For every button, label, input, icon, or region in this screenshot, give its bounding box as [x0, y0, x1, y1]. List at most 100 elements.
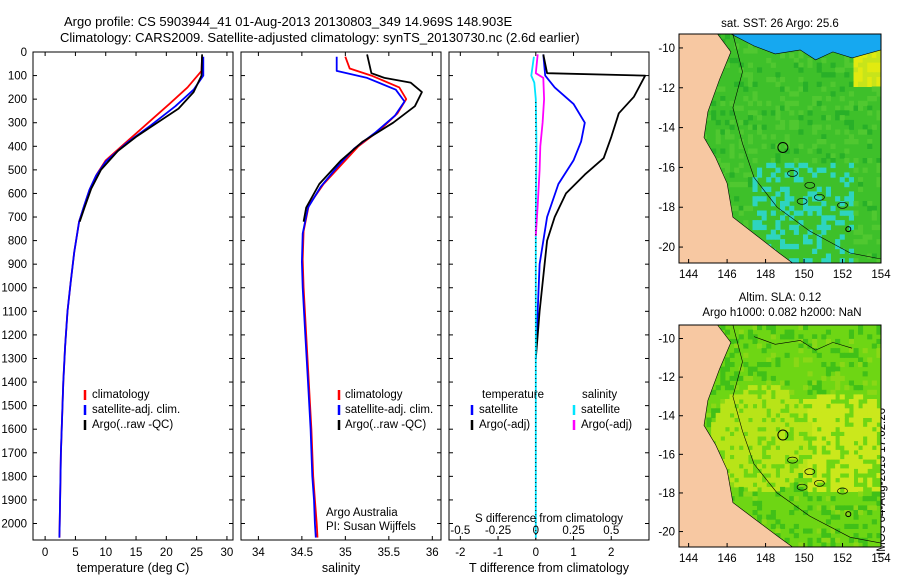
- sst-map-cell: [793, 57, 799, 64]
- sla-map-cell: [853, 352, 859, 358]
- sla-map-cell: [871, 408, 877, 414]
- sla-map-cell: [825, 394, 831, 400]
- sst-map-cell: [816, 196, 822, 202]
- sla-map-cell: [839, 459, 845, 465]
- sst-map-cell: [715, 119, 721, 126]
- sst-map-cell: [784, 172, 790, 178]
- sst-map-cell: [844, 57, 850, 64]
- sla-map-cell: [812, 422, 818, 428]
- sst-map-reef-outline: [787, 170, 798, 177]
- sst-map-cell: [876, 86, 882, 92]
- sla-map-cell: [803, 422, 809, 428]
- sla-map-cell: [816, 399, 822, 405]
- sla-map-cell: [848, 459, 854, 465]
- sla-map-cell: [734, 343, 740, 349]
- sla-map-cell: [715, 426, 721, 432]
- sla-map-cell: [793, 436, 799, 442]
- sst-map-cell: [757, 224, 763, 231]
- sst-map-cell: [867, 96, 873, 102]
- sst-map-cell: [729, 153, 735, 159]
- sla-map-cell: [715, 436, 721, 442]
- sla-map-cell: [743, 422, 749, 428]
- sla-map-cell: [789, 528, 795, 534]
- sst-map-cell: [803, 81, 809, 87]
- sla-map-cell: [803, 510, 809, 516]
- sla-map-cell: [858, 426, 864, 432]
- sst-map-cell: [862, 62, 868, 68]
- sla-map-cell: [729, 394, 735, 400]
- sla-map-cell: [821, 533, 827, 539]
- sst-map-cell: [780, 215, 786, 221]
- sla-map-cell: [876, 459, 882, 465]
- sla-map-cell: [743, 477, 749, 483]
- sla-map-cell: [743, 362, 749, 368]
- sst-map-cell: [830, 81, 836, 87]
- sla-map-cell: [720, 408, 726, 414]
- sla-map-reef-outline: [837, 487, 848, 495]
- sst-map-xtick-label: 152: [833, 269, 852, 281]
- sla-map-cell: [798, 412, 804, 418]
- sla-map-cell: [784, 463, 790, 469]
- sla-map-cell: [761, 348, 767, 354]
- sla-map-cell: [853, 542, 859, 548]
- sla-map-cell: [775, 408, 781, 414]
- sla-map-cell: [766, 389, 772, 395]
- sla-map-cell: [867, 403, 873, 409]
- sla-map-cell: [812, 385, 818, 391]
- sst-map-cell: [830, 72, 836, 78]
- sla-map-cell: [858, 468, 864, 474]
- salinity-profile-frame: [240, 51, 442, 541]
- sla-map-cell: [757, 449, 763, 455]
- sla-map-cell: [876, 426, 882, 432]
- sst-map-cell: [720, 110, 726, 116]
- sla-map-cell: [747, 366, 753, 372]
- diff-x2tick-label: 0.25: [562, 525, 584, 537]
- sla-map-cell: [844, 445, 850, 451]
- sst-map-cell: [816, 205, 822, 212]
- temperature-profile-ytick-label: 1500: [1, 401, 27, 413]
- sst-map-cell: [821, 258, 827, 264]
- sst-map-cell: [738, 119, 744, 126]
- sla-map-cell: [803, 357, 809, 363]
- sla-map-cell: [803, 459, 809, 465]
- sst-map-cell: [821, 229, 827, 235]
- sst-map-cell: [734, 43, 740, 49]
- sla-map-cell: [821, 537, 827, 543]
- sla-map-cell: [839, 482, 845, 488]
- sla-map-cell: [775, 519, 781, 525]
- temperature-profile-ytick-label: 2000: [1, 518, 27, 530]
- sla-map-cell: [780, 412, 786, 418]
- sla-map-cell: [858, 431, 864, 437]
- sst-map-cell: [867, 53, 873, 59]
- sla-map-cell: [766, 477, 772, 483]
- sla-map-cell: [816, 417, 822, 423]
- sla-map-cell: [812, 431, 818, 437]
- sst-map-cell: [867, 67, 873, 73]
- sst-map-cell: [793, 224, 799, 231]
- sst-map-cell: [724, 129, 730, 135]
- sst-map-cell: [780, 119, 786, 126]
- sla-map-cell: [858, 463, 864, 469]
- sla-map-cell: [711, 426, 717, 432]
- sla-map-cell: [734, 394, 740, 400]
- sst-map-cell: [775, 234, 781, 240]
- sla-map-cell: [807, 422, 813, 428]
- sst-map-cell: [747, 139, 753, 145]
- sla-map-cell: [807, 505, 813, 511]
- sst-map-cell: [734, 167, 740, 173]
- sst-map-cell: [803, 86, 809, 92]
- sst-map-cell: [816, 96, 822, 102]
- sla-map-cell: [793, 496, 799, 502]
- sla-map-cell: [798, 334, 804, 340]
- sst-map-cell: [871, 215, 877, 221]
- sla-map-cell: [738, 334, 744, 340]
- sla-map-cell: [816, 403, 822, 409]
- sst-map-cell: [747, 148, 753, 154]
- sst-map-cell: [867, 105, 873, 111]
- sal-legend-entry: satellite-adj. clim.: [345, 404, 433, 416]
- sla-map-cell: [757, 408, 763, 414]
- sla-map-cell: [812, 426, 818, 432]
- sla-map-cell: [853, 417, 859, 423]
- sla-map-cell: [784, 394, 790, 400]
- sst-map-cell: [812, 191, 818, 197]
